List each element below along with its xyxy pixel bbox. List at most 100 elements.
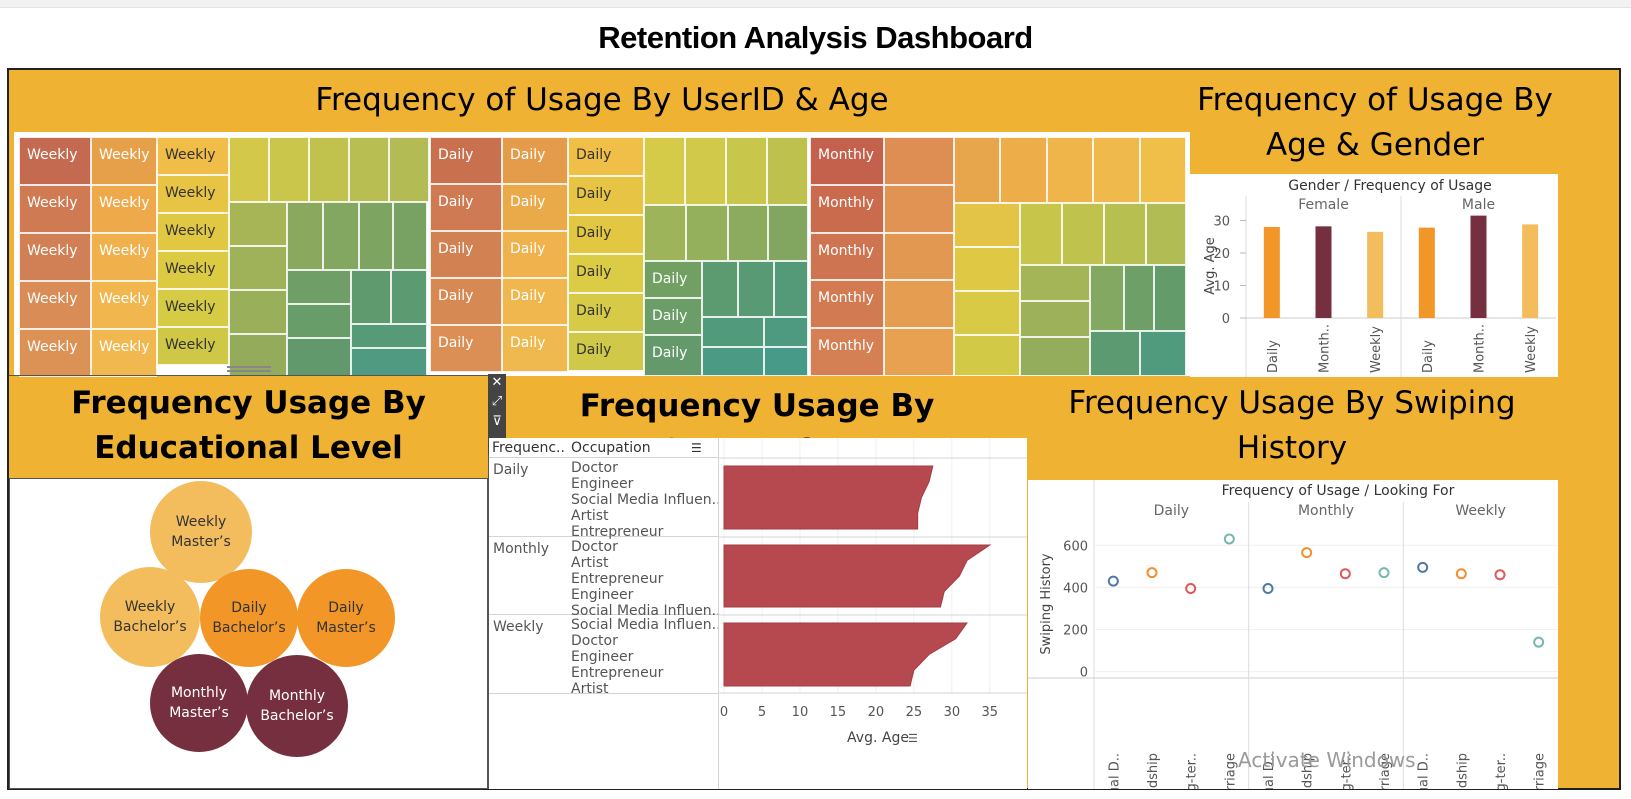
treemap-tile[interactable] [287, 338, 351, 376]
treemap-tile[interactable] [351, 324, 427, 348]
treemap-tile[interactable] [351, 348, 427, 376]
treemap-tile[interactable]: Daily [568, 332, 644, 371]
treemap-tile[interactable]: Weekly [157, 251, 229, 289]
treemap-tile[interactable] [309, 137, 349, 202]
education-bubble[interactable]: Daily Bachelor’s [200, 569, 298, 667]
treemap-tile[interactable]: Weekly [19, 185, 91, 233]
treemap-tile[interactable]: Daily [430, 184, 502, 231]
treemap-tile[interactable] [229, 334, 287, 376]
treemap-tile[interactable] [1046, 137, 1094, 203]
treemap-tile[interactable] [954, 203, 1020, 247]
treemap-tile[interactable] [229, 246, 287, 290]
education-bubble[interactable]: Daily Master’s [297, 569, 395, 667]
treemap-tile[interactable]: Daily [430, 137, 502, 184]
treemap-tile[interactable] [287, 270, 351, 304]
treemap-tile[interactable] [767, 137, 808, 205]
treemap-tile[interactable]: Daily [644, 298, 702, 335]
treemap-tile[interactable] [229, 202, 287, 246]
userid-age-treemap[interactable]: Weekly Weekly Weekly Weekly Weekly Weekly Week… [14, 132, 1190, 377]
treemap-tile[interactable]: Daily [502, 231, 568, 278]
treemap-tile[interactable] [1093, 137, 1140, 203]
treemap-tile[interactable] [954, 137, 1001, 203]
treemap-tile[interactable]: Daily [502, 278, 568, 325]
treemap-tile[interactable] [323, 202, 359, 270]
treemap-tile[interactable]: Daily [430, 325, 502, 372]
treemap-tile[interactable]: Monthly [810, 184, 884, 233]
treemap-tile[interactable] [644, 205, 686, 261]
treemap-tile[interactable] [884, 137, 954, 185]
treemap-tile[interactable] [1139, 137, 1186, 203]
education-bubble[interactable]: Weekly Master’s [150, 481, 252, 583]
treemap-tile[interactable] [1140, 331, 1186, 376]
header-occupation[interactable]: Occupation [571, 440, 651, 456]
treemap-tile[interactable] [764, 317, 808, 347]
treemap-tile[interactable]: Daily [502, 184, 568, 231]
treemap-tile[interactable]: Weekly [19, 281, 91, 329]
treemap-tile[interactable] [1020, 265, 1090, 301]
treemap-tile[interactable]: Weekly [91, 233, 157, 281]
treemap-tile[interactable] [349, 137, 389, 202]
treemap-tile[interactable] [768, 205, 808, 261]
treemap-tile[interactable] [728, 205, 768, 261]
treemap-tile[interactable]: Weekly [19, 137, 91, 185]
treemap-tile[interactable] [726, 137, 767, 205]
treemap-tile[interactable]: Daily [568, 254, 644, 293]
treemap-tile[interactable] [954, 247, 1020, 291]
treemap-tile[interactable] [702, 347, 764, 376]
close-icon[interactable]: ✕ [491, 375, 503, 390]
treemap-tile[interactable]: Daily [568, 137, 644, 176]
treemap-tile[interactable] [389, 137, 429, 202]
treemap-tile[interactable]: Daily [430, 278, 502, 325]
treemap-tile[interactable]: Weekly [157, 175, 229, 213]
treemap-tile[interactable] [764, 347, 808, 376]
treemap-tile[interactable] [229, 137, 269, 202]
treemap-tile[interactable] [1090, 265, 1124, 331]
age-gender-chart[interactable]: Gender / Frequency of Usage 0 10 20 30 Avg. A… [1190, 174, 1558, 377]
treemap-tile[interactable]: Weekly [19, 329, 91, 377]
sort-icon[interactable]: ☰ [691, 441, 702, 455]
treemap-tile[interactable] [229, 290, 287, 334]
education-bubble[interactable]: Monthly Bachelor’s [246, 655, 348, 757]
treemap-tile[interactable]: Daily [502, 325, 568, 372]
treemap-tile[interactable]: Weekly [157, 137, 229, 175]
table-row[interactable]: Monthly Doctor Artist Entrepreneur Engineer S… [489, 537, 721, 619]
treemap-tile[interactable] [954, 335, 1020, 376]
treemap-tile[interactable] [884, 328, 954, 376]
treemap-tile[interactable]: Monthly [810, 232, 884, 281]
treemap-tile[interactable]: Daily [568, 293, 644, 332]
treemap-tile[interactable] [1062, 203, 1104, 265]
education-bubble[interactable]: Weekly Bachelor’s [100, 567, 200, 667]
treemap-tile[interactable] [1146, 203, 1186, 265]
treemap-tile[interactable]: Daily [568, 176, 644, 215]
treemap-tile[interactable]: Weekly [157, 327, 229, 365]
treemap-tile[interactable]: Weekly [157, 289, 229, 327]
treemap-tile[interactable] [391, 270, 427, 324]
treemap-tile[interactable] [884, 184, 954, 233]
treemap-tile[interactable] [1020, 301, 1090, 337]
treemap-tile[interactable]: Weekly [91, 281, 157, 329]
treemap-tile[interactable] [774, 261, 808, 317]
treemap-tile[interactable] [884, 280, 954, 329]
treemap-tile[interactable]: Weekly [157, 213, 229, 251]
treemap-tile[interactable]: Daily [502, 137, 568, 184]
treemap-tile[interactable] [1020, 203, 1062, 265]
popout-icon[interactable]: ⤢ [491, 394, 503, 409]
treemap-tile[interactable] [1154, 265, 1186, 331]
treemap-tile[interactable]: Weekly [91, 137, 157, 185]
education-bubble-chart[interactable]: Weekly Master’s Weekly Bachelor’s Daily Bache… [9, 478, 488, 789]
treemap-tile[interactable] [884, 232, 954, 281]
treemap-tile[interactable]: Monthly [810, 328, 884, 376]
treemap-tile[interactable] [1000, 137, 1047, 203]
treemap-tile[interactable] [269, 137, 309, 202]
resize-handle[interactable] [227, 366, 271, 372]
treemap-tile[interactable] [1020, 337, 1090, 376]
table-row[interactable]: Weekly Social Media Influen.. Doctor Engine… [489, 615, 721, 697]
occupation-chart[interactable]: Frequenc.. Occupation ☰ Daily Doctor Engin… [489, 438, 1027, 789]
treemap-tile[interactable] [287, 202, 323, 270]
treemap-tile[interactable]: Weekly [91, 329, 157, 377]
treemap-tile[interactable] [1124, 265, 1154, 331]
education-bubble[interactable]: Monthly Master’s [150, 654, 248, 752]
treemap-tile[interactable] [702, 261, 738, 317]
treemap-tile[interactable]: Weekly [91, 185, 157, 233]
header-frequency[interactable]: Frequenc.. [492, 440, 565, 456]
